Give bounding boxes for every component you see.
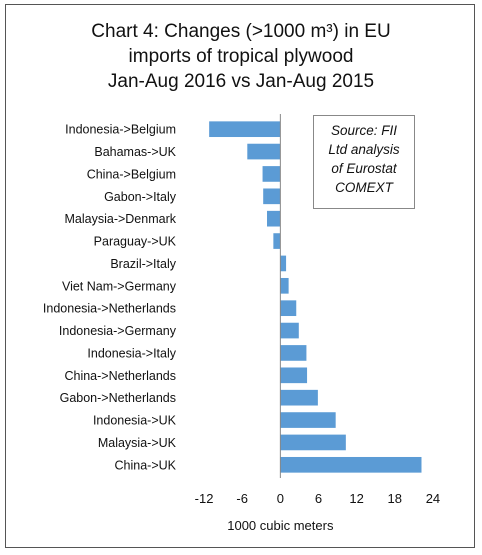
category-label-14: Malaysia->UK <box>98 436 177 450</box>
category-label-1: Bahamas->UK <box>94 145 176 159</box>
bar-2 <box>262 166 281 182</box>
category-label-4: Malaysia->Denmark <box>65 212 177 226</box>
bar-6 <box>280 255 287 272</box>
category-label-3: Gabon->Italy <box>104 190 177 204</box>
x-tick-label-3: 6 <box>315 491 322 506</box>
bar-10 <box>280 345 307 361</box>
category-label-6: Brazil->Italy <box>110 257 176 271</box>
x-axis-label: 1000 cubic meters <box>227 518 334 533</box>
bar-5 <box>273 233 281 249</box>
x-tick-label-0: -12 <box>195 491 214 506</box>
x-tick-label-5: 18 <box>388 491 402 506</box>
x-tick-label-6: 24 <box>426 491 440 506</box>
category-label-15: China->UK <box>115 458 177 472</box>
source-annotation-text: Source: FII Ltd analysis of Eurostat COM… <box>328 123 400 195</box>
x-tick-label-1: -6 <box>236 491 248 506</box>
category-label-9: Indonesia->Germany <box>59 324 177 338</box>
category-label-2: China->Belgium <box>87 167 176 181</box>
bar-15 <box>280 456 422 473</box>
bar-11 <box>280 367 308 384</box>
category-label-10: Indonesia->Italy <box>87 346 176 360</box>
bar-8 <box>280 300 297 317</box>
chart-title-line-1: Chart 4: Changes (>1000 m³) in EU <box>91 21 391 42</box>
category-label-5: Paraguay->UK <box>94 235 177 249</box>
bar-13 <box>280 412 336 428</box>
category-label-12: Gabon->Netherlands <box>60 391 176 405</box>
bar-14 <box>280 434 346 451</box>
category-label-11: China->Netherlands <box>64 369 176 383</box>
bar-9 <box>280 322 299 339</box>
chart-title-line-3: Jan-Aug 2016 vs Jan-Aug 2015 <box>107 71 375 92</box>
chart-frame: Chart 4: Changes (>1000 m³) in EU import… <box>5 4 475 548</box>
bar-1 <box>247 143 281 160</box>
bar-0 <box>209 121 281 138</box>
category-label-13: Indonesia->UK <box>93 414 177 428</box>
x-tick-label-4: 12 <box>349 491 363 506</box>
category-label-0: Indonesia->Belgium <box>65 123 176 137</box>
bar-3 <box>263 188 281 205</box>
bar-4 <box>267 210 281 227</box>
chart-title: Chart 4: Changes (>1000 m³) in EU import… <box>6 19 476 94</box>
bar-7 <box>280 277 289 294</box>
source-annotation-box: Source: FII Ltd analysis of Eurostat COM… <box>313 115 415 209</box>
chart-title-line-2: imports of tropical plywood <box>128 46 354 67</box>
category-label-8: Indonesia->Netherlands <box>43 302 176 316</box>
bar-12 <box>280 389 318 406</box>
x-tick-label-2: 0 <box>277 491 284 506</box>
category-label-7: Viet Nam->Germany <box>62 279 177 293</box>
